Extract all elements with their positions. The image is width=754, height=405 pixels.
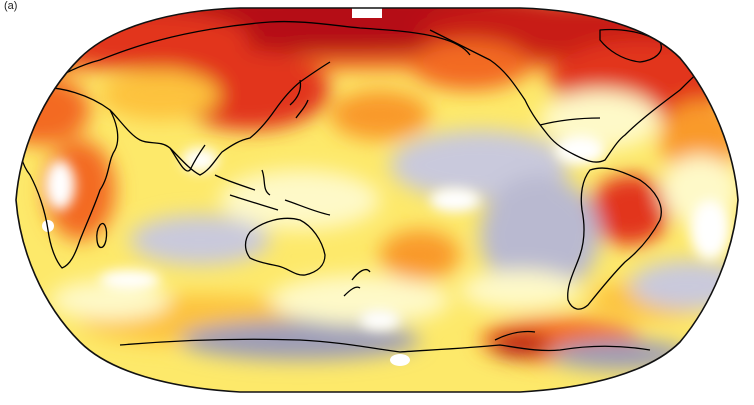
south-america-warm <box>590 175 670 245</box>
japan-coast <box>289 79 309 119</box>
greenland-coast <box>599 28 662 63</box>
map-boundary <box>15 7 739 393</box>
southeast-asia-coast <box>214 169 331 216</box>
south-america-coast <box>567 167 662 310</box>
madagascar-coast <box>96 222 108 249</box>
panel-label: (a) <box>4 0 18 12</box>
north-america-coast <box>429 29 711 163</box>
asia-warm <box>170 50 330 130</box>
coastlines <box>18 20 711 353</box>
india-coast <box>169 144 206 172</box>
eurasia-coast <box>39 20 471 176</box>
indian-ocean-cool <box>130 215 270 265</box>
australia-coast <box>244 217 326 276</box>
antarctica-coast <box>119 330 651 353</box>
new-zealand-coast <box>343 268 371 297</box>
